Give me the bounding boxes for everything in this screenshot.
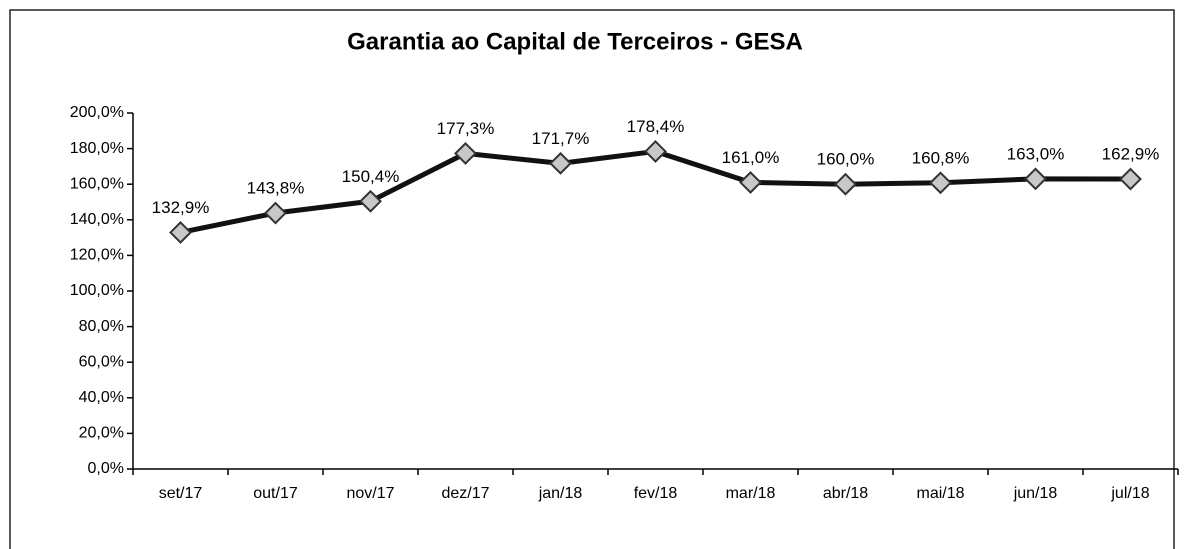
x-tick-label: dez/17	[441, 485, 489, 502]
marker	[1119, 167, 1142, 191]
value-label: 150,4%	[342, 167, 400, 186]
y-tick-label: 140,0%	[70, 211, 124, 228]
marker	[454, 141, 477, 165]
marker	[549, 151, 572, 175]
value-label: 163,0%	[1007, 144, 1065, 163]
value-label: 177,3%	[437, 119, 495, 138]
y-tick-label: 60,0%	[79, 353, 124, 370]
y-tick-label: 120,0%	[70, 247, 124, 264]
marker	[264, 201, 287, 225]
value-label: 160,8%	[912, 148, 970, 167]
chart-border	[9, 9, 1175, 549]
y-tick-label: 100,0%	[70, 282, 124, 299]
marker	[834, 172, 857, 196]
marker	[739, 171, 762, 194]
x-tick-label: jun/18	[1013, 485, 1058, 502]
x-tick-label: nov/17	[346, 485, 394, 502]
x-tick-label: out/17	[253, 485, 298, 502]
x-tick-label: fev/18	[634, 485, 678, 502]
series-line	[179, 148, 1131, 235]
value-label: 178,4%	[627, 117, 685, 136]
marker	[359, 189, 382, 213]
value-label: 162,9%	[1102, 145, 1160, 164]
y-tick-label: 80,0%	[79, 318, 124, 335]
value-label: 161,0%	[722, 148, 780, 167]
x-tick-label: jul/18	[1110, 485, 1149, 502]
marker	[929, 171, 952, 195]
x-tick-label: abr/18	[823, 485, 868, 502]
value-label: 171,7%	[532, 129, 590, 148]
marker	[1024, 167, 1047, 191]
x-tick-label: mai/18	[916, 485, 964, 502]
marker	[169, 221, 192, 244]
y-tick-label: 40,0%	[79, 389, 124, 406]
y-tick-label: 160,0%	[70, 175, 124, 192]
marker	[644, 140, 667, 163]
chart-title: Garantia ao Capital de Terceiros - GESA	[347, 28, 803, 55]
value-label: 132,9%	[152, 198, 210, 217]
value-label: 143,8%	[247, 179, 305, 198]
y-tick-label: 180,0%	[70, 140, 124, 157]
x-tick-label: jan/18	[538, 485, 583, 502]
x-tick-label: mar/18	[726, 485, 776, 502]
y-tick-label: 20,0%	[79, 425, 124, 442]
y-tick-label: 0,0%	[88, 460, 124, 477]
y-tick-label: 200,0%	[70, 104, 124, 121]
x-tick-label: set/17	[159, 485, 203, 502]
value-label: 160,0%	[817, 150, 875, 169]
